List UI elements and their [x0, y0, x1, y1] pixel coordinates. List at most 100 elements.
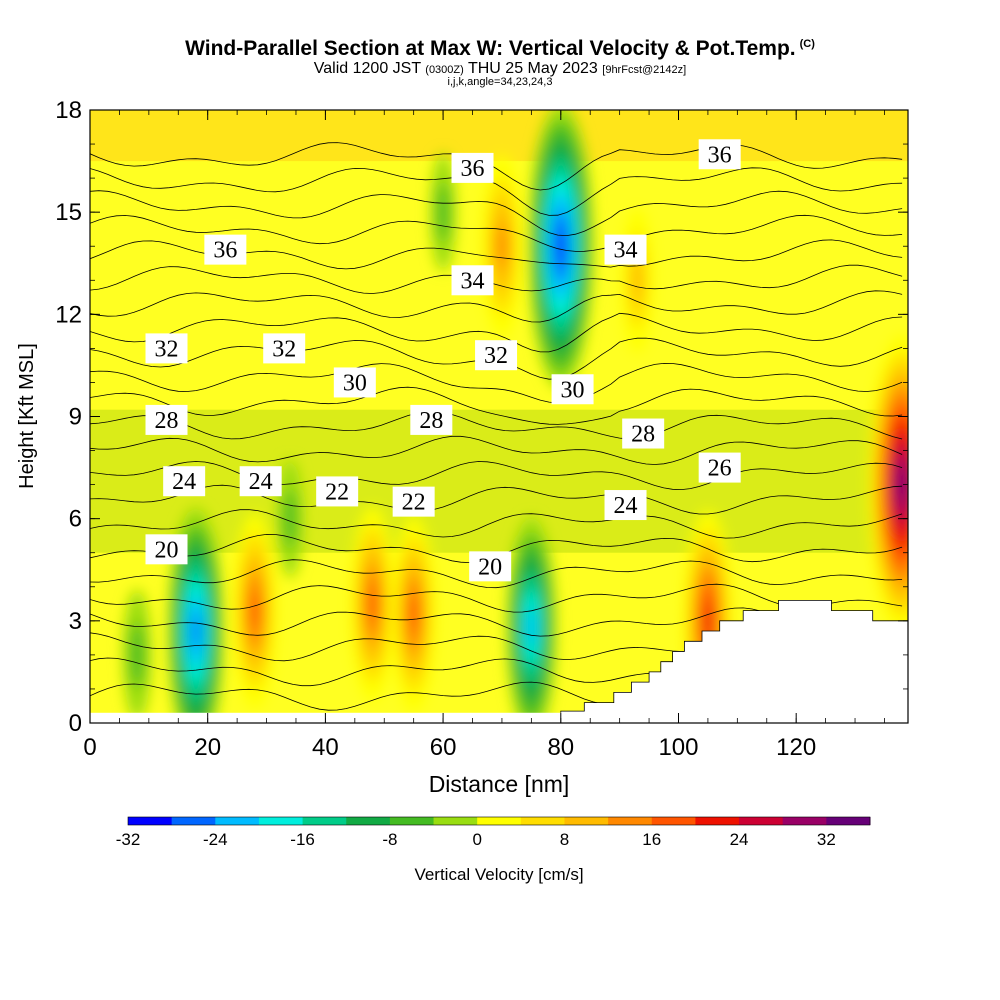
colorbar-tick-label: 24 — [730, 830, 749, 849]
theta-label: 32 — [475, 340, 518, 371]
theta-contours — [90, 142, 903, 711]
x-tick-label: 20 — [194, 734, 221, 761]
theta-label: 36 — [451, 152, 494, 183]
copyright-mark: (C) — [799, 38, 815, 50]
theta-label-box — [622, 418, 665, 449]
theta-label-box — [475, 340, 518, 371]
forecast-info: [9hrFcst@2142z] — [602, 64, 687, 76]
theta-label: 24 — [239, 466, 282, 497]
theta-contour — [90, 461, 903, 491]
theta-label: 34 — [451, 265, 494, 296]
theta-label-box — [604, 490, 647, 521]
colorbar-swatch — [215, 817, 260, 825]
theta-label-text: 30 — [343, 370, 367, 396]
x-tick-label: 0 — [83, 734, 96, 761]
velocity-cell — [409, 594, 418, 634]
theta-label-text: 36 — [461, 156, 485, 182]
theta-label: 24 — [604, 490, 647, 521]
colorbar-tick-label: -16 — [290, 830, 315, 849]
theta-label: 20 — [145, 534, 188, 565]
theta-label: 30 — [333, 367, 376, 398]
x-axis-label: Distance [nm] — [429, 771, 570, 797]
theta-label-text: 32 — [155, 336, 179, 362]
velocity-cell — [556, 228, 565, 265]
ground-strip — [90, 712, 908, 723]
colorbar-frame — [127, 816, 871, 826]
theta-label: 22 — [392, 486, 435, 517]
colorbar-swatch — [477, 817, 522, 825]
theta-contour — [90, 290, 903, 323]
theta-label-box — [263, 333, 306, 364]
x-tick-label: 100 — [658, 734, 698, 761]
theta-label: 36 — [204, 234, 247, 265]
theta-label-box — [239, 466, 282, 497]
theta-label-box — [410, 404, 453, 435]
colorbar-swatch — [608, 817, 653, 825]
velocity-cell — [250, 591, 260, 631]
theta-label-text: 32 — [272, 336, 296, 362]
colorbar-tick-label: 16 — [642, 830, 661, 849]
colorbar-tick-label: -24 — [203, 830, 228, 849]
theta-label-text: 28 — [419, 408, 443, 434]
theta-contour — [90, 190, 903, 237]
theta-label-box — [451, 265, 494, 296]
theta-label-box — [698, 452, 741, 483]
theta-label: 32 — [263, 333, 306, 364]
theta-label: 28 — [622, 418, 665, 449]
theta-label-box — [551, 374, 594, 405]
theta-label-text: 26 — [708, 456, 732, 482]
velocity-cell — [703, 602, 712, 640]
theta-label-box — [698, 139, 741, 170]
valid-utc: (0300Z) — [425, 64, 464, 76]
theta-label-text: 34 — [461, 268, 485, 294]
theta-label-text: 36 — [708, 142, 732, 168]
terrain — [90, 600, 909, 724]
section-indices: i,j,k,angle=34,23,24,3 — [447, 76, 553, 88]
chart-title: Wind-Parallel Section at Max W: Vertical… — [0, 37, 1000, 61]
theta-label-text: 24 — [614, 493, 638, 519]
velocity-cell — [527, 609, 536, 647]
theta-contour — [90, 362, 903, 404]
theta-contour — [90, 312, 903, 353]
colorbar-tick-label: -8 — [382, 830, 397, 849]
theta-label: 30 — [551, 374, 594, 405]
colorbar-swatch — [564, 817, 609, 825]
valid-date: THU 25 May 2023 — [467, 60, 598, 77]
velocity-cell — [283, 489, 297, 549]
colorbar-swatch — [651, 817, 696, 825]
theta-label: 36 — [698, 139, 741, 170]
theta-contour — [90, 167, 903, 216]
theta-label-text: 24 — [249, 469, 273, 495]
colorbar-swatch — [346, 817, 391, 825]
x-tick-label: 40 — [312, 734, 339, 761]
field-mid-band — [90, 409, 908, 553]
y-tick-label: 15 — [55, 199, 82, 226]
x-tick-label: 80 — [547, 734, 574, 761]
colorbar-swatch — [258, 817, 304, 825]
theta-label-text: 24 — [172, 469, 196, 495]
theta-label-box — [392, 486, 435, 517]
theta-label: 28 — [410, 404, 453, 435]
theta-label-box — [145, 534, 188, 565]
velocity-cell — [130, 622, 145, 688]
chart-subtitle: Valid 1200 JST (0300Z) THU 25 May 2023 [… — [0, 60, 1000, 78]
theta-label-text: 32 — [484, 343, 508, 369]
theta-label: 24 — [163, 466, 206, 497]
theta-contour — [90, 435, 903, 465]
theta-contour — [90, 142, 903, 191]
theta-contour — [90, 386, 903, 425]
theta-labels: 36 36 36 34 34 32 32 32 30 30 28 28 28 26 24 24 24 22 22 20… — [145, 139, 741, 582]
theta-label-box — [163, 466, 206, 497]
theta-label: 20 — [469, 551, 512, 582]
theta-label-text: 20 — [478, 554, 502, 580]
y-axis-label: Height [Kft MSL] — [16, 343, 38, 489]
colorbar-label: Vertical Velocity [cm/s] — [414, 865, 583, 884]
colorbar-swatch — [826, 817, 871, 825]
colorbar-swatch — [695, 817, 740, 825]
y-tick-label: 0 — [69, 710, 82, 737]
y-tick-label: 3 — [69, 608, 82, 635]
terrain-profile — [560, 600, 909, 724]
velocity-cell — [436, 182, 450, 242]
colorbar-swatch — [128, 817, 173, 825]
theta-label-box — [204, 234, 247, 265]
